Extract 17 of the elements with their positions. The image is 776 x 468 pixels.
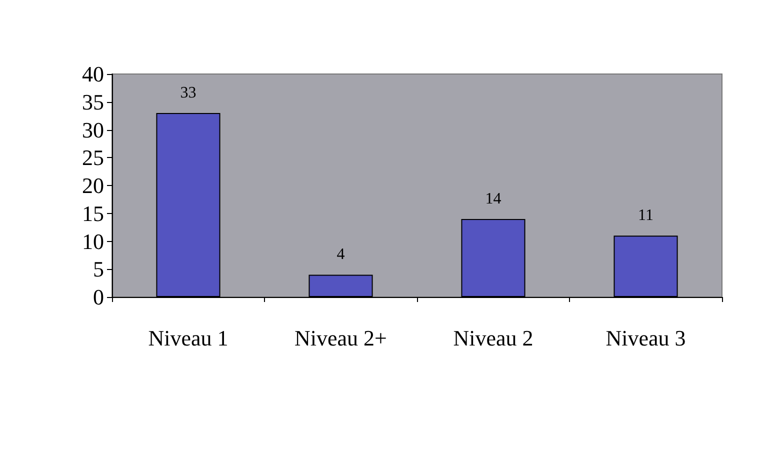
y-tick-label: 35 [82,89,104,114]
data-label: 11 [638,207,654,224]
y-tick-label: 40 [82,62,104,86]
y-tick-label: 5 [93,256,104,282]
data-label: 4 [336,246,345,264]
x-tick-label: Niveau 1 [148,326,228,350]
data-label: 33 [180,84,196,102]
y-tick-label: 10 [82,228,104,254]
y-tick-label: 0 [93,284,104,310]
y-tick-label: 25 [82,145,104,170]
y-tick-label: 30 [82,117,104,142]
x-tick-label: Niveau 2 [453,326,534,350]
y-tick-label: 15 [82,200,104,226]
x-tick-label: Niveau 2+ [294,326,387,350]
x-tick-label: Niveau 3 [606,326,686,350]
y-tick-label: 20 [82,173,104,198]
data-label: 14 [485,190,502,208]
